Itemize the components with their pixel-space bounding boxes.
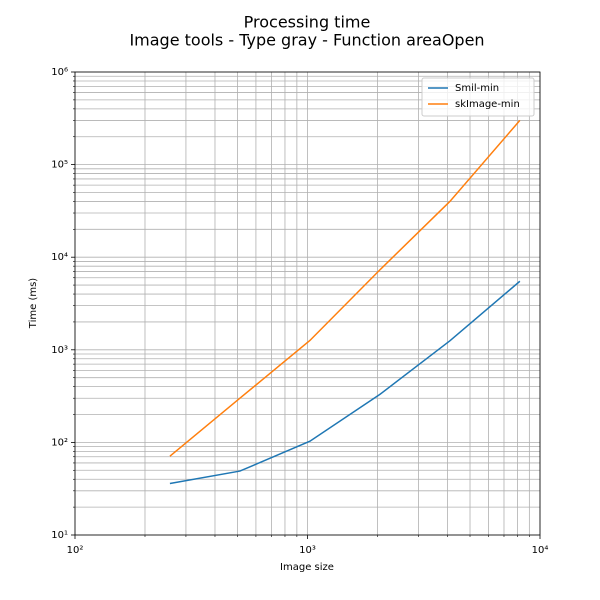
chart-subtitle: Image tools - Type gray - Function areaO… — [129, 31, 484, 50]
x-tick-label: 10³ — [299, 545, 316, 556]
series-line — [169, 119, 521, 457]
y-tick-label: 10⁴ — [51, 252, 68, 263]
legend-label: Smil-min — [455, 83, 499, 94]
y-tick-label: 10⁶ — [51, 67, 68, 78]
x-tick-label: 10² — [67, 545, 84, 556]
y-tick-label: 10¹ — [51, 530, 68, 541]
legend-label: skImage-min — [455, 99, 520, 110]
plot-frame — [74, 71, 541, 536]
y-tick-label: 10³ — [51, 345, 68, 356]
y-axis-label: Time (ms) — [28, 278, 39, 330]
chart-title: Processing time — [244, 13, 371, 32]
y-tick-label: 10² — [51, 437, 68, 448]
legend-box — [421, 77, 535, 117]
series-line — [169, 280, 521, 485]
x-axis-label: Image size — [280, 562, 334, 573]
x-tick-label: 10⁴ — [532, 545, 549, 556]
y-tick-label: 10⁵ — [51, 160, 68, 171]
